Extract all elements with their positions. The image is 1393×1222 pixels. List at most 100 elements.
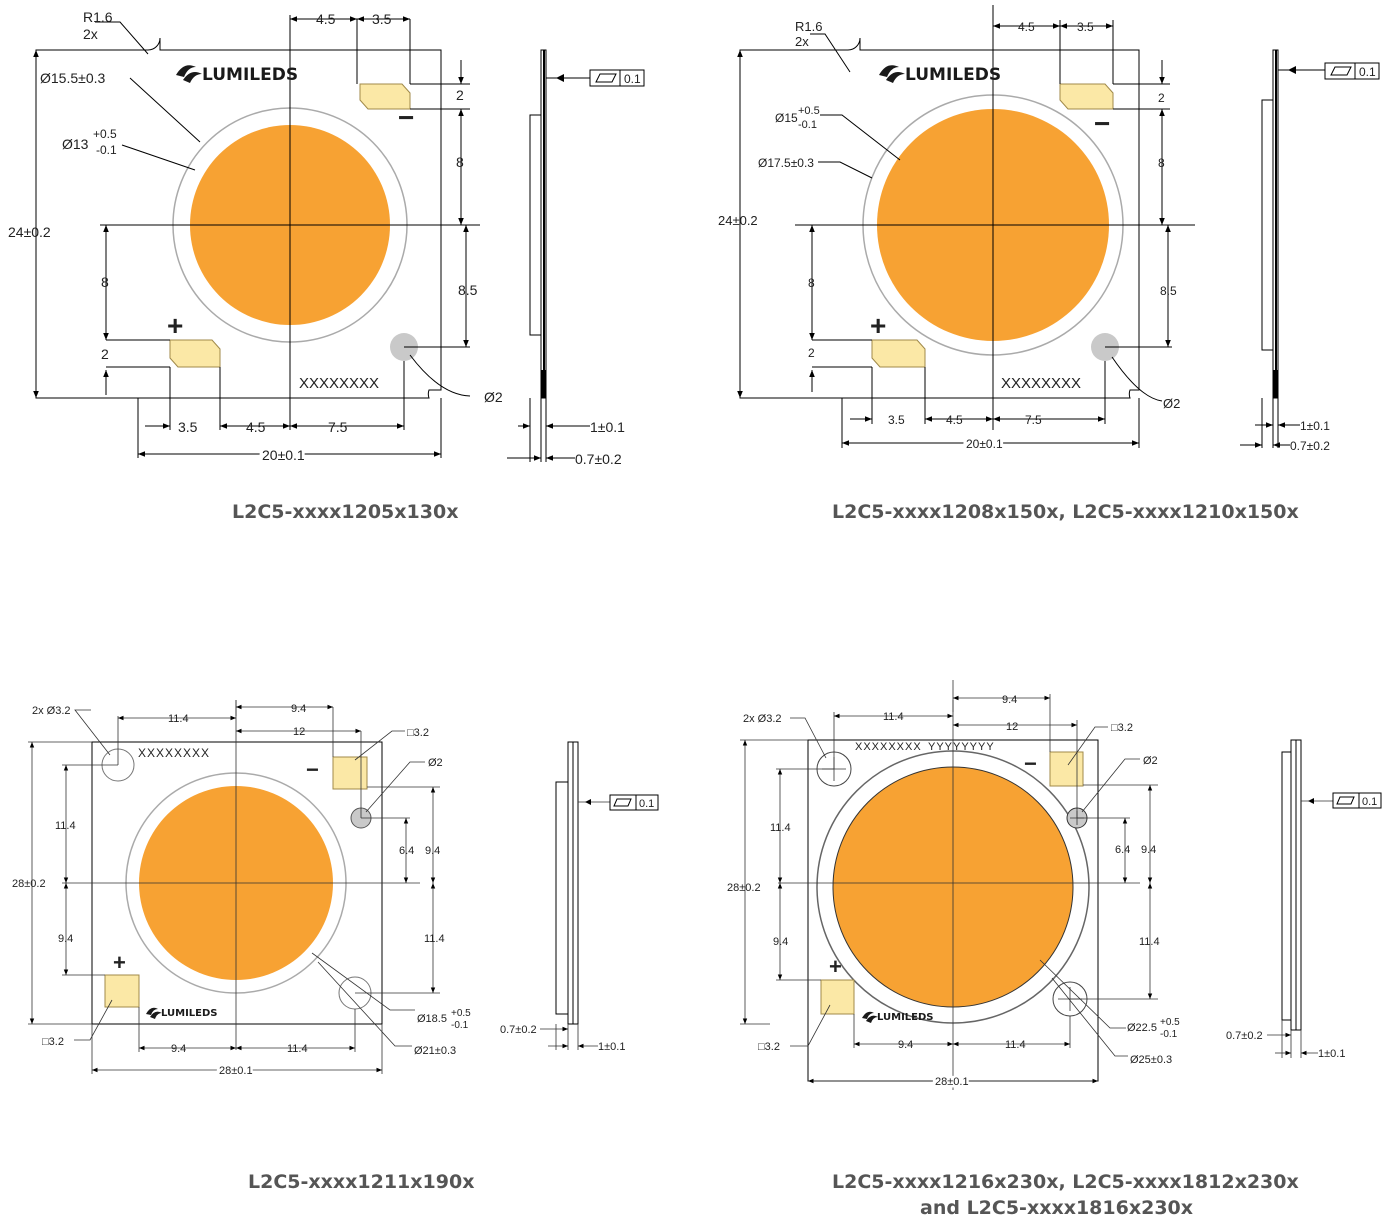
substrate-outline	[739, 37, 1140, 399]
minus-pad	[1059, 83, 1114, 110]
caption-2: L2C5-xxxx1208x150x, L2C5-xxxx1210x150x	[832, 501, 1299, 523]
flatness-4: 0.1	[1362, 796, 1377, 808]
die-label: Ø22.5	[1127, 1022, 1157, 1034]
caption-4a: L2C5-xxxx1216x230x, L2C5-xxxx1812x230x	[832, 1171, 1299, 1193]
radius-count: 2x	[795, 34, 809, 49]
side-view-1: 0.1 1±0.1 0.7±0.2	[507, 49, 645, 467]
dim-left-8: 8	[808, 276, 815, 290]
drawing-3: XXXXXXXX − + LUMILEDS 11.4 9.4 12 □3.2 Ø…	[12, 700, 659, 1193]
marking-text: XXXXXXXX	[138, 746, 210, 760]
dim-top-12: 12	[1006, 721, 1018, 733]
dim-height: 24±0.2	[718, 213, 758, 228]
flatness-2: 0.1	[1359, 65, 1376, 79]
logo-text: LUMILEDS	[877, 1012, 934, 1023]
dim-top-94: 9.4	[1002, 694, 1017, 706]
die-label: Ø18.5	[417, 1013, 447, 1025]
dim-height: 24±0.2	[8, 224, 51, 240]
die-tol-up: +0.5	[93, 127, 117, 141]
dim-bottom-75: 7.5	[1025, 413, 1042, 427]
dim-right-8: 8	[1158, 156, 1165, 170]
minus-pad	[332, 756, 368, 790]
radius-count: 2x	[83, 26, 98, 42]
dim-bottom-114: 11.4	[1005, 1039, 1026, 1051]
marking2-text: YYYYYYYY	[928, 741, 995, 753]
lumileds-logo: LUMILEDS	[879, 65, 1001, 85]
dim-top-114: 11.4	[883, 711, 904, 723]
dim-bottom-114: 11.4	[287, 1043, 308, 1055]
lumileds-logo: LUMILEDS	[862, 1011, 934, 1023]
drawing-1: XXXXXXXX − + LUMILEDS 4.5 3.5 2 8 8.5 24…	[8, 9, 645, 523]
center-lines	[100, 15, 480, 430]
dim-top-114: 11.4	[168, 713, 189, 725]
die-tol-up: +0.5	[451, 1008, 471, 1019]
die-tol-dn: -0.1	[798, 119, 817, 131]
substrate-outline	[35, 37, 442, 399]
plus-sign: +	[870, 310, 886, 341]
ring-label: Ø15.5±0.3	[40, 70, 105, 86]
die-tol-up: +0.5	[1160, 1017, 1180, 1028]
width-extension-lines	[137, 398, 442, 458]
plus-sign: +	[167, 310, 183, 341]
die-label: Ø13	[62, 136, 89, 152]
pad-sq2-label: □3.2	[42, 1036, 64, 1048]
dim-top-94: 9.4	[291, 703, 306, 715]
logo-text: LUMILEDS	[161, 1008, 218, 1019]
logo-text: LUMILEDS	[202, 65, 298, 85]
caption-4b: and L2C5-xxxx1816x230x	[920, 1197, 1193, 1219]
ring-label: Ø17.5±0.3	[758, 156, 814, 170]
dim-right-2: 2	[1158, 91, 1165, 105]
dim-bottom-94: 9.4	[898, 1039, 913, 1051]
flatness-1: 0.1	[624, 72, 641, 86]
thick-1: 1±0.1	[598, 1041, 625, 1053]
side-view-4: 0.1 0.7±0.2 1±0.1	[1226, 739, 1382, 1060]
caption-3: L2C5-xxxx1211x190x	[248, 1171, 474, 1193]
logo-mark-icon	[862, 1011, 878, 1023]
thick-2: 0.7±0.2	[500, 1024, 537, 1036]
side-view-3: 0.1 0.7±0.2 1±0.1	[500, 741, 659, 1053]
dim-width: 20±0.1	[262, 447, 305, 463]
logo-mark-icon	[879, 65, 905, 83]
hole-label: Ø2	[484, 389, 503, 405]
minus-sign: −	[306, 757, 319, 782]
drawing-4: XXXXXXXX YYYYYYYY − + LUMILEDS 11.4 9.4 …	[727, 680, 1382, 1219]
side-view-2: 0.1 1±0.1 0.7±0.2	[1240, 49, 1380, 453]
lumileds-logo: LUMILEDS	[176, 65, 298, 85]
thick-2: 0.7±0.2	[575, 451, 622, 467]
marking-text: XXXXXXXX	[855, 741, 922, 753]
dim-right-114: 11.4	[424, 933, 445, 945]
plus-pad	[104, 974, 140, 1008]
holes-label: 2x Ø3.2	[743, 713, 782, 725]
caption-1: L2C5-xxxx1205x130x	[232, 501, 458, 523]
plus-pad	[871, 339, 926, 368]
dim-bottom-94: 9.4	[171, 1043, 186, 1055]
thick-2: 0.7±0.2	[1290, 439, 1330, 453]
hole-label: Ø2	[1163, 396, 1180, 411]
thick-1: 1±0.1	[1300, 419, 1330, 433]
radius-label: R1.6	[795, 19, 822, 34]
dim-top-pad-h: 2	[456, 87, 464, 103]
dim-height: 28±0.2	[12, 878, 46, 890]
hole-small-label: Ø2	[1143, 755, 1158, 767]
minus-sign: −	[398, 102, 414, 133]
lumileds-logo: LUMILEDS	[146, 1007, 218, 1019]
dim-left-94: 9.4	[58, 933, 73, 945]
dim-top-gap: 8	[456, 154, 464, 170]
logo-mark-icon	[146, 1007, 162, 1019]
pad-sq-label: □3.2	[407, 727, 429, 739]
dim-right-114: 11.4	[1139, 936, 1160, 948]
plus-sign: +	[829, 954, 842, 979]
dim-right-85: 8.5	[458, 282, 478, 298]
dim-right-64: 6.4	[1115, 844, 1130, 856]
dim-right-64: 6.4	[399, 845, 414, 857]
pad-sq-label: □3.2	[1111, 722, 1133, 734]
marking-text: XXXXXXXX	[1001, 375, 1081, 392]
dim-pad-width: 3.5	[372, 11, 392, 27]
dim-height: 28±0.2	[727, 882, 761, 894]
dim-bottom-35: 3.5	[888, 413, 905, 427]
dim-bottom-45: 4.5	[246, 419, 266, 435]
dim-top-12: 12	[293, 726, 305, 738]
holes-label: 2x Ø3.2	[32, 705, 71, 717]
dim-width: 28±0.1	[219, 1065, 253, 1077]
dim-right-94: 9.4	[425, 845, 440, 857]
